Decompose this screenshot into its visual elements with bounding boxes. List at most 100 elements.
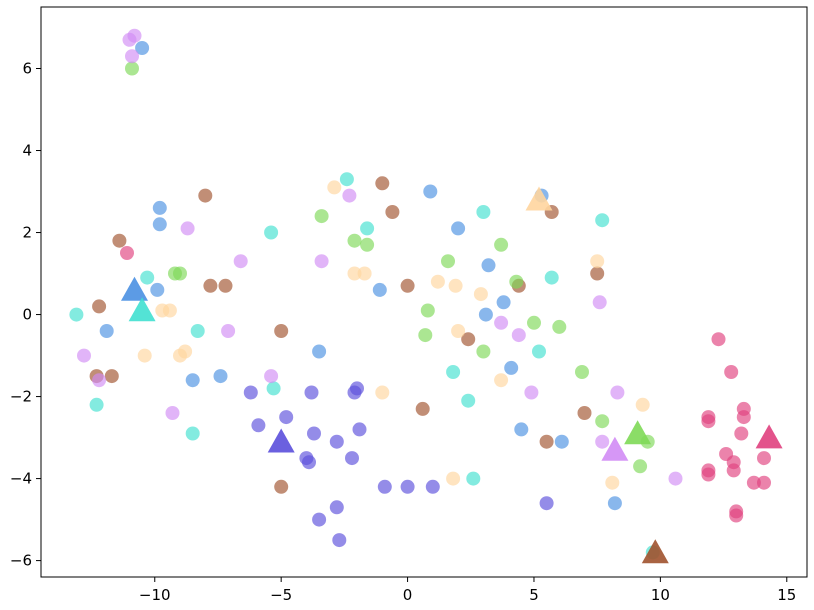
scatter-point-s6-12 <box>494 315 509 330</box>
scatter-point-s0-6 <box>213 369 228 384</box>
scatter-point-s6-3 <box>77 348 91 363</box>
scatter-point-s5-13 <box>552 319 567 334</box>
scatter-point-s6-14 <box>524 385 539 400</box>
scatter-point-s2-15 <box>377 479 392 494</box>
centroid-marker-2 <box>267 428 295 453</box>
scatter-point-s6-1 <box>125 49 139 64</box>
scatter-point-s1-11 <box>476 205 491 219</box>
scatter-point-s4-12 <box>473 287 488 302</box>
scatter-point-s1-3 <box>190 324 205 338</box>
scatter-point-s0-0 <box>135 41 150 55</box>
scatter-point-s7-11 <box>736 410 751 425</box>
scatter-point-s5-0 <box>125 61 139 76</box>
scatter-point-s0-8 <box>372 282 387 297</box>
scatter-point-s1-9 <box>446 365 461 379</box>
scatter-point-s6-8 <box>221 324 236 338</box>
x-tick-label-0: −10 <box>139 586 171 604</box>
scatter-point-s2-18 <box>539 496 554 511</box>
scatter-point-s3-6 <box>218 278 233 293</box>
scatter-point-s3-4 <box>198 188 213 203</box>
scatter-point-s2-14 <box>352 422 367 437</box>
scatter-point-s2-6 <box>302 455 316 470</box>
y-tick-label-2: −2 <box>10 388 32 406</box>
scatter-point-s2-17 <box>425 479 440 494</box>
scatter-point-s0-2 <box>152 217 167 232</box>
scatter-point-s2-11 <box>345 451 359 466</box>
scatter-point-s1-14 <box>544 270 559 285</box>
scatter-point-s1-6 <box>266 381 281 396</box>
scatter-point-s0-7 <box>312 344 327 359</box>
y-tick-label-4: 2 <box>22 224 32 242</box>
scatter-point-s2-2 <box>279 410 294 425</box>
scatter-point-s2-10 <box>332 533 347 548</box>
scatter-point-s6-13 <box>511 328 526 343</box>
scatter-point-s0-9 <box>423 184 438 199</box>
scatter-point-s0-16 <box>554 434 569 449</box>
scatter-point-s4-15 <box>605 475 620 490</box>
scatter-point-s2-13 <box>350 381 364 396</box>
centroid-marker-3 <box>641 539 669 564</box>
scatter-point-s4-6 <box>347 266 362 281</box>
scatter-point-s0-13 <box>478 307 493 322</box>
scatter-point-s5-16 <box>633 459 648 474</box>
scatter-point-s5-3 <box>314 209 329 224</box>
scatter-point-s4-4 <box>178 344 193 359</box>
scatter-point-s6-6 <box>180 221 195 236</box>
centroid-marker-1 <box>128 297 156 322</box>
axes: −10 −5 0 5 10 15 −6 −4 −2 0 2 4 6 <box>10 60 796 604</box>
scatter-point-s1-8 <box>360 221 375 236</box>
scatter-point-s1-2 <box>140 270 155 285</box>
y-tick-label-6: 6 <box>22 60 32 78</box>
scatter-point-s5-14 <box>575 365 589 379</box>
scatter-point-s4-5 <box>327 180 342 195</box>
scatter-point-s2-4 <box>307 426 321 441</box>
scatter-point-s7-4 <box>701 414 716 429</box>
scatter-point-s0-5 <box>185 373 200 388</box>
scatter-point-s3-1 <box>92 299 107 314</box>
scatter-point-s2-7 <box>312 512 327 527</box>
scatter-point-s5-2 <box>173 266 187 281</box>
scatter-point-s4-14 <box>446 471 461 486</box>
centroid-marker-0 <box>121 276 148 301</box>
scatter-point-s0-1 <box>152 200 167 215</box>
scatter-point-s3-7 <box>274 324 289 338</box>
scatter-point-s7-14 <box>729 508 744 523</box>
scatter-point-s5-15 <box>595 414 610 429</box>
scatter-point-s4-7 <box>357 266 372 281</box>
scatter-point-s0-12 <box>496 295 511 310</box>
scatter-point-s5-4 <box>347 233 362 248</box>
scatter-point-s3-0 <box>112 233 127 248</box>
scatter-point-s3-9 <box>375 176 390 191</box>
scatter-point-s5-6 <box>418 328 433 343</box>
scatter-point-s6-4 <box>92 373 107 388</box>
scatter-point-s3-5 <box>203 278 218 293</box>
scatter-point-s5-12 <box>527 315 541 330</box>
scatter-point-s7-9 <box>701 467 716 482</box>
scatter-point-s2-8 <box>329 434 344 449</box>
scatter-point-s3-10 <box>385 205 400 219</box>
scatter-point-s5-7 <box>420 303 435 318</box>
scatter-point-s5-5 <box>360 237 375 252</box>
centroid-marker-5 <box>624 420 652 445</box>
scatter-point-s4-8 <box>375 385 390 400</box>
scatter-point-s1-5 <box>264 225 279 240</box>
scatter-point-s3-18 <box>590 266 605 281</box>
scatter-point-s6-15 <box>592 295 607 310</box>
x-tick-label-4: 10 <box>651 586 670 604</box>
scatter-point-s3-15 <box>539 434 554 449</box>
scatter-point-s6-9 <box>264 369 279 384</box>
scatter-point-s3-8 <box>274 479 289 494</box>
scatter-point-s2-9 <box>329 500 344 515</box>
y-tick-label-5: 4 <box>22 142 32 160</box>
scatter-point-s1-1 <box>89 397 104 412</box>
scatter-point-s6-18 <box>668 471 683 486</box>
scatter-point-s2-1 <box>251 418 266 433</box>
x-tick-label-3: 5 <box>529 586 539 604</box>
scatter-point-s4-11 <box>451 324 466 338</box>
scatter-point-s7-16 <box>757 451 771 466</box>
plot-marks <box>69 28 783 564</box>
scatter-point-s4-13 <box>494 373 509 388</box>
scatter-point-s1-12 <box>466 471 481 486</box>
scatter-point-s6-16 <box>595 434 610 449</box>
scatter-point-s3-17 <box>577 406 592 420</box>
